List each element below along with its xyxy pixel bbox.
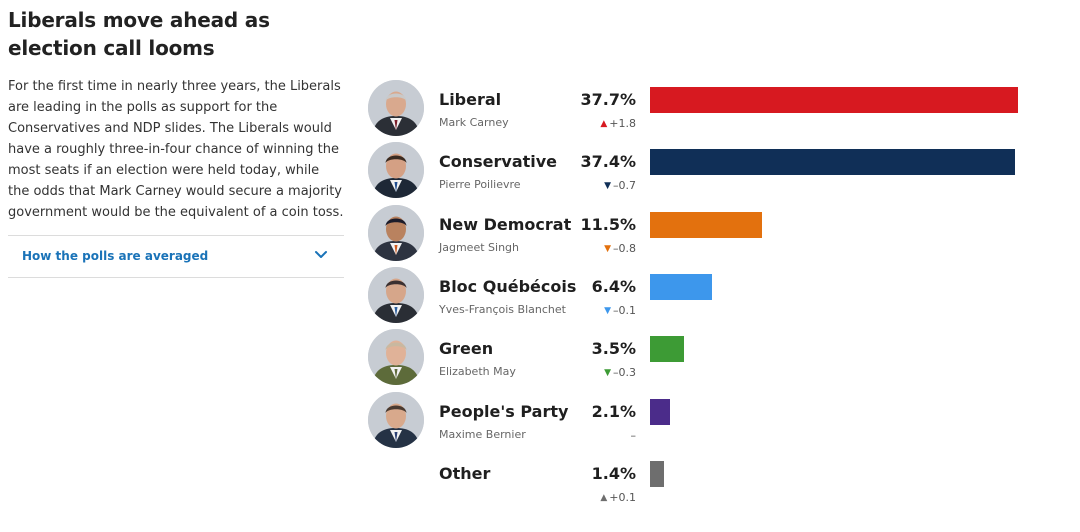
leader-name: Maxime Bernier [439, 427, 526, 441]
bar [650, 211, 763, 238]
bar [650, 273, 713, 300]
leader-avatar [368, 391, 424, 448]
change-value: +0.1 [609, 490, 636, 504]
change-label: ▼ –0.7 [604, 179, 636, 192]
leader-name: Pierre Poilievre [439, 178, 521, 192]
triangle-up-icon: ▲ [600, 119, 608, 129]
chart-row: Conservative Pierre Poilievre 37.4% ▼ –0.7 [368, 142, 1068, 200]
change-value: –0.1 [613, 303, 636, 317]
bar [650, 149, 1016, 176]
change-label: ▲ +0.1 [600, 491, 636, 504]
data-label: 1.4% [591, 463, 636, 483]
leader-avatar [368, 142, 424, 199]
party-label: Liberal [439, 90, 502, 109]
change-value: –0.7 [613, 179, 636, 193]
change-label: ▼ –0.1 [604, 304, 636, 317]
data-label: 37.4% [580, 152, 636, 172]
change-label: ▼ –0.8 [604, 242, 636, 255]
data-label: 37.7% [580, 90, 636, 109]
chart-row: Green Elizabeth May 3.5% ▼ –0.3 [368, 329, 1068, 387]
chart-row: Other 1.4% ▲ +0.1 [368, 454, 1068, 512]
party-label: New Democrat [439, 214, 572, 234]
data-label: 11.5% [580, 214, 636, 234]
change-value: –0.8 [613, 241, 636, 255]
leader-name: Elizabeth May [439, 365, 516, 379]
change-value: +1.8 [609, 117, 636, 130]
description-text: For the first time in nearly three years… [8, 79, 344, 220]
leader-avatar [368, 266, 424, 323]
leader-name: Mark Carney [439, 116, 509, 129]
chart-row: Bloc Québécois Yves-François Blanchet 6.4%… [368, 266, 1068, 325]
page-title: Liberals move ahead as election call loo… [8, 8, 270, 60]
leader-avatar [368, 329, 424, 386]
chart-row: New Democrat Jagmeet Singh 11.5% ▼ –0.8 [368, 204, 1068, 263]
change-label: ▼ –0.3 [604, 366, 636, 379]
triangle-down-icon: ▼ [604, 243, 611, 254]
data-label: 2.1% [591, 401, 636, 421]
data-label: 3.5% [591, 339, 636, 359]
bar [650, 87, 1018, 113]
polls-averaged-accordion[interactable]: How the polls are averaged [8, 235, 344, 278]
leader-avatar [368, 204, 424, 261]
leader-name: Jagmeet Singh [439, 240, 519, 254]
triangle-up-icon: ▲ [600, 492, 608, 503]
change-value: – [630, 428, 637, 442]
bar [650, 336, 685, 363]
party-label: People's Party [439, 401, 569, 421]
accordion-label: How the polls are averaged [22, 249, 209, 263]
party-label: Green [439, 339, 494, 359]
chart-row: Liberal Mark Carney 37.7% ▲ +1.8 [368, 80, 1068, 138]
bar [650, 398, 671, 425]
article-intro: Liberals move ahead as election call loo… [8, 6, 344, 278]
chart-row: People's Party Maxime Bernier 2.1% – [368, 391, 1068, 450]
leader-name: Yves-François Blanchet [439, 302, 566, 316]
triangle-down-icon: ▼ [604, 181, 611, 192]
triangle-down-icon: ▼ [604, 305, 611, 316]
change-value: –0.3 [613, 366, 636, 380]
data-label: 6.4% [591, 276, 636, 296]
triangle-down-icon: ▼ [604, 368, 611, 379]
change-label: – [631, 429, 637, 442]
change-label: ▲ +1.8 [600, 117, 636, 130]
party-label: Other [439, 463, 491, 483]
leader-avatar [368, 80, 424, 136]
bar [650, 460, 664, 487]
chevron-down-icon [315, 251, 327, 258]
party-label: Conservative [439, 152, 558, 172]
party-label: Bloc Québécois [439, 276, 577, 296]
